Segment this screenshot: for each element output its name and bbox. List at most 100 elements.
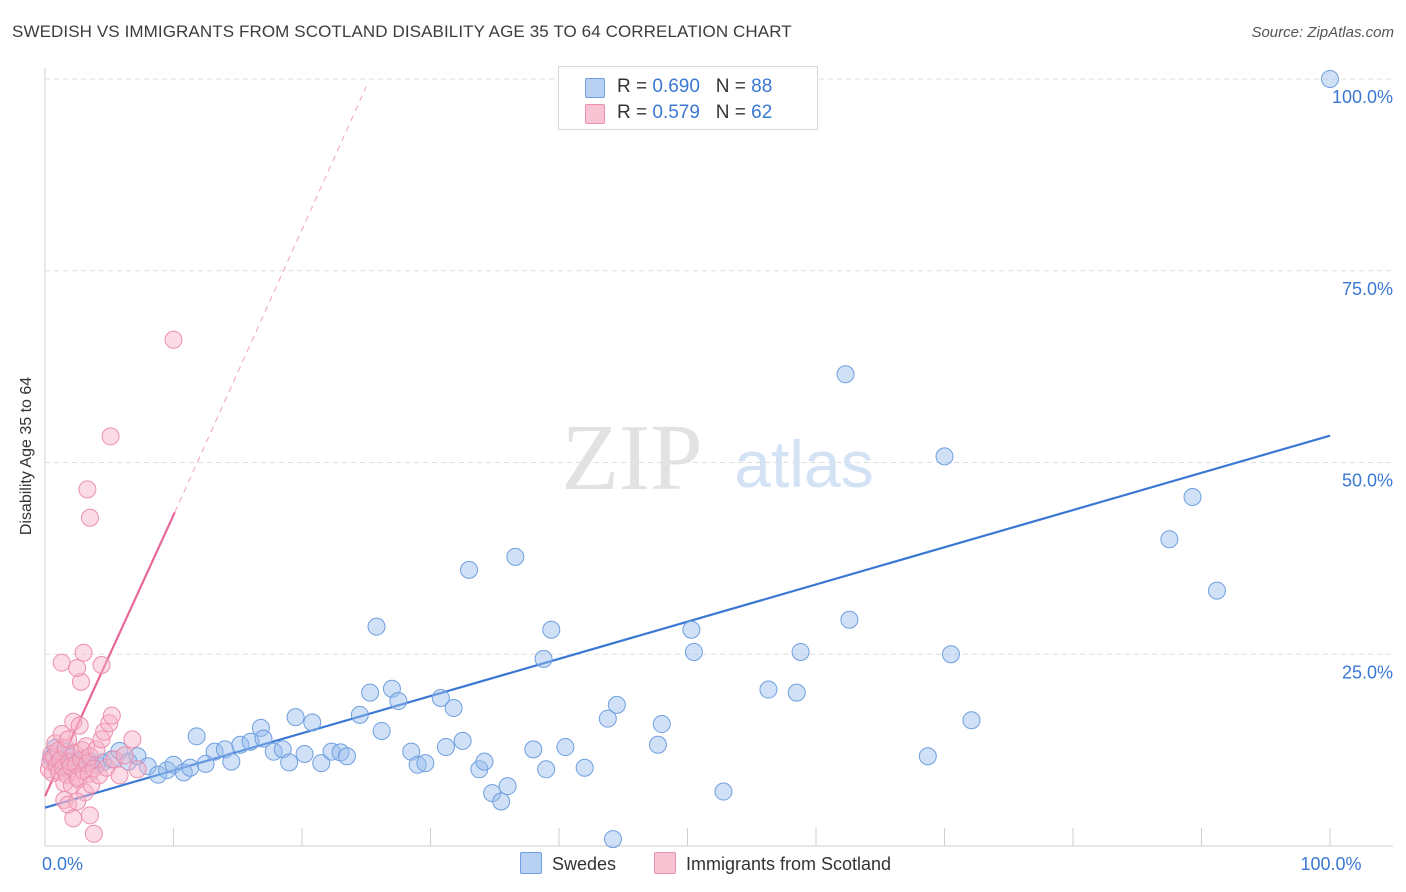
r-label: R = [617, 76, 648, 97]
stats-row-scotland-text: R = 0.579 N = 62 [617, 102, 772, 124]
r-label: R = [617, 102, 648, 123]
r-value: 0.690 [652, 76, 700, 97]
y-tick-label: 25.0% [1342, 662, 1393, 682]
watermark-zip: ZIP [562, 406, 703, 510]
legend-item-scotland: Immigrants from Scotland [654, 852, 891, 876]
point-immigrants-from-scotland [102, 706, 121, 725]
point-swedes [759, 680, 778, 699]
point-immigrants-from-scotland [52, 653, 71, 672]
point-immigrants-from-scotland [68, 792, 87, 811]
x-tick-label: 100.0% [1300, 854, 1361, 874]
point-swedes [1160, 530, 1179, 549]
point-swedes [460, 560, 479, 579]
point-immigrants-from-scotland [78, 480, 97, 499]
point-swedes [181, 758, 200, 777]
point-swedes [787, 683, 806, 702]
source-credit: Source: ZipAtlas.com [1251, 24, 1394, 41]
trend-line-extension [174, 86, 367, 513]
point-swedes [280, 753, 299, 772]
point-swedes [524, 740, 543, 759]
legend-swatch-swedes [520, 852, 542, 874]
point-swedes [1183, 488, 1202, 507]
point-swedes [603, 830, 622, 849]
x-tick-label: 0.0% [42, 854, 83, 874]
point-swedes [174, 763, 193, 782]
swedes-swatch [585, 78, 605, 98]
point-swedes [534, 649, 553, 668]
point-swedes [492, 792, 511, 811]
point-swedes [408, 755, 427, 774]
point-immigrants-from-scotland [71, 672, 90, 691]
point-swedes [416, 754, 435, 773]
legend-item-swedes: Swedes [520, 852, 616, 876]
point-immigrants-from-scotland [89, 766, 108, 785]
point-immigrants-from-scotland [68, 659, 87, 678]
point-swedes [575, 758, 594, 777]
y-axis-label: Disability Age 35 to 64 [18, 376, 35, 536]
point-immigrants-from-scotland [87, 740, 106, 759]
n-value: 62 [751, 102, 773, 123]
point-swedes [402, 742, 421, 761]
point-swedes [475, 752, 494, 771]
point-swedes [941, 645, 960, 664]
point-swedes [962, 711, 981, 730]
point-swedes [684, 642, 703, 661]
grid-lines [45, 78, 1393, 655]
point-immigrants-from-scotland [105, 750, 124, 769]
point-swedes [652, 715, 671, 734]
point-immigrants-from-scotland [95, 722, 114, 741]
point-swedes [372, 721, 391, 740]
point-swedes [350, 705, 369, 724]
axes [44, 68, 1393, 847]
point-immigrants-from-scotland [80, 508, 99, 527]
point-immigrants-from-scotland [115, 746, 134, 765]
point-swedes [791, 642, 810, 661]
point-swedes [607, 695, 626, 714]
point-immigrants-from-scotland [75, 783, 94, 802]
point-swedes [361, 683, 380, 702]
data-points [39, 70, 1339, 849]
point-swedes [303, 713, 322, 732]
point-immigrants-from-scotland [128, 760, 147, 779]
point-immigrants-from-scotland [80, 806, 99, 825]
zipatlas-watermark: ZIP atlas [562, 406, 874, 510]
legend-label-swedes: Swedes [552, 854, 617, 874]
point-swedes [222, 752, 241, 771]
legend-swatch-scotland [654, 852, 676, 874]
point-swedes [1321, 70, 1339, 88]
point-swedes [598, 709, 617, 728]
point-swedes [918, 747, 937, 766]
point-immigrants-from-scotland [123, 730, 142, 749]
point-swedes [682, 620, 701, 639]
point-swedes [498, 777, 517, 796]
point-swedes [254, 729, 273, 748]
point-swedes [506, 547, 525, 566]
point-swedes [714, 782, 733, 801]
point-immigrants-from-scotland [164, 330, 183, 349]
point-swedes [840, 610, 859, 629]
point-swedes [556, 738, 575, 757]
point-swedes [196, 754, 215, 773]
point-immigrants-from-scotland [92, 655, 111, 674]
legend-label-scotland: Immigrants from Scotland [686, 854, 892, 874]
point-swedes [648, 735, 667, 754]
chart-title: SWEDISH VS IMMIGRANTS FROM SCOTLAND DISA… [12, 22, 792, 41]
correlation-stats-box: R = 0.690 N = 88 R = 0.579 N = 62 [558, 66, 818, 130]
point-swedes [337, 747, 356, 766]
point-swedes [312, 754, 331, 773]
point-swedes [444, 698, 463, 717]
trend-line-immigrants-from-scotland [43, 511, 176, 797]
point-swedes [286, 708, 305, 727]
point-swedes [367, 617, 386, 636]
point-swedes [836, 365, 855, 384]
n-label: N = [715, 76, 746, 97]
point-swedes [453, 731, 472, 750]
point-immigrants-from-scotland [101, 427, 120, 446]
point-swedes [542, 620, 561, 639]
scotland-swatch [585, 104, 605, 124]
point-swedes [273, 740, 292, 759]
r-value: 0.579 [652, 102, 700, 123]
point-swedes [295, 744, 314, 763]
n-label: N = [715, 102, 746, 123]
point-immigrants-from-scotland [64, 809, 83, 828]
